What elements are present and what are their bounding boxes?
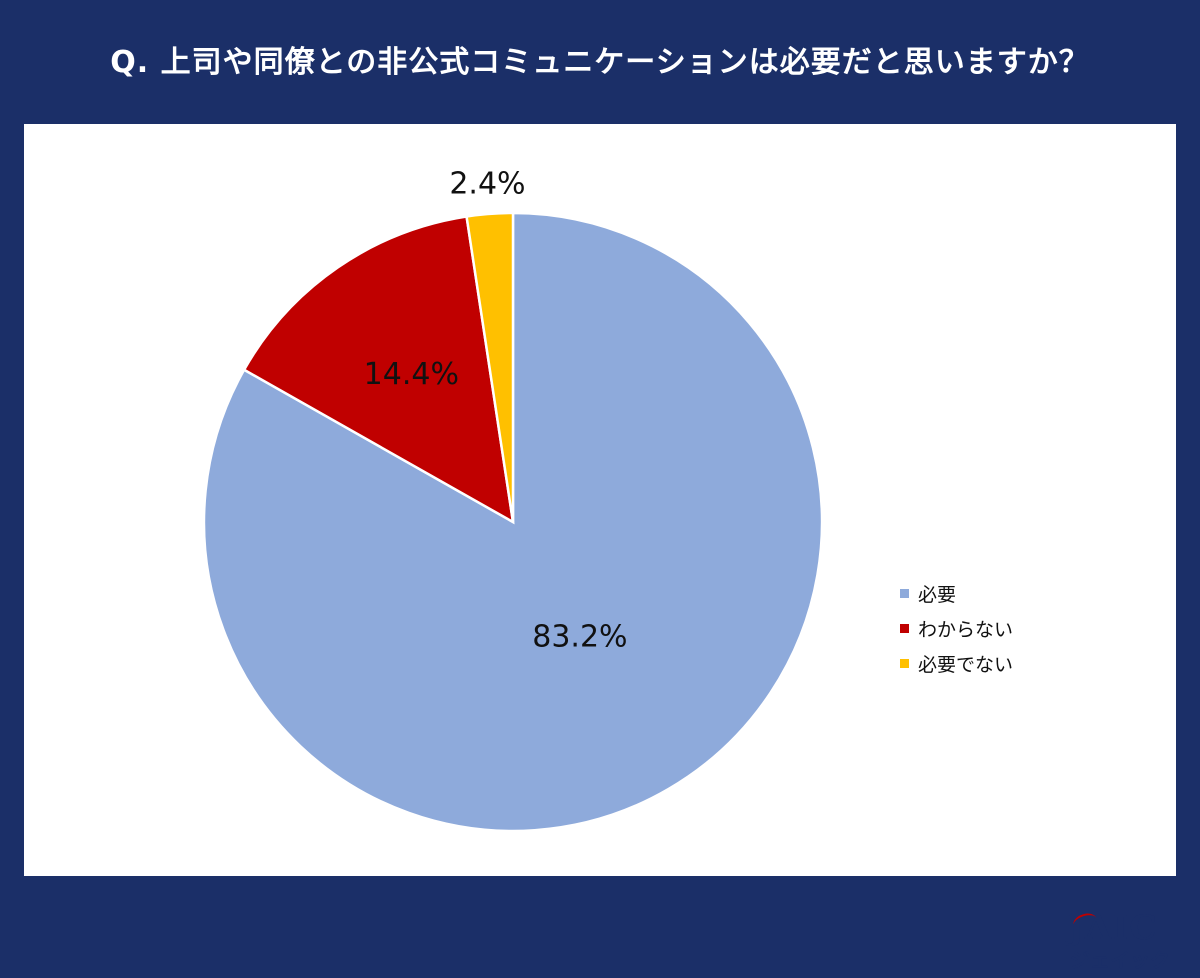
legend-label: 必要 [918,584,957,606]
pie-slice-hitsuyou-denai [465,211,515,523]
legend-label: 必要でない [918,654,1014,676]
jaic-logo: JAIC ジェイック [1068,908,1178,978]
legend-item-hitsuyou: 必要 [900,576,1013,611]
legend-swatch [900,624,909,633]
legend-swatch [900,589,909,598]
legend: 必要 わからない 必要でない [900,576,1013,681]
data-label-hitsuyou: 83.2% [532,619,627,654]
logo-sub-text: ジェイック [1070,948,1170,972]
legend-label: わからない [918,619,1014,641]
pie-chart: 83.2% 14.4% 2.4% [202,166,824,833]
legend-item-wakaranai: わからない [900,611,1013,646]
data-label-hitsuyou-denai: 2.4% [449,166,525,201]
chart-title: Q. 上司や同僚との非公式コミュニケーションは必要だと思いますか？ [110,45,1090,80]
pie-slice-wakaranai [242,215,515,525]
data-label-wakaranai: 14.4% [364,357,459,392]
legend-item-hitsuyou-denai: 必要でない [900,646,1013,681]
legend-swatch [900,659,909,668]
pie-slice-hitsuyou [202,211,824,833]
chart-panel: 83.2% 14.4% 2.4% 必要 わからない 必要でない JAIC ジェイック [24,124,1176,972]
